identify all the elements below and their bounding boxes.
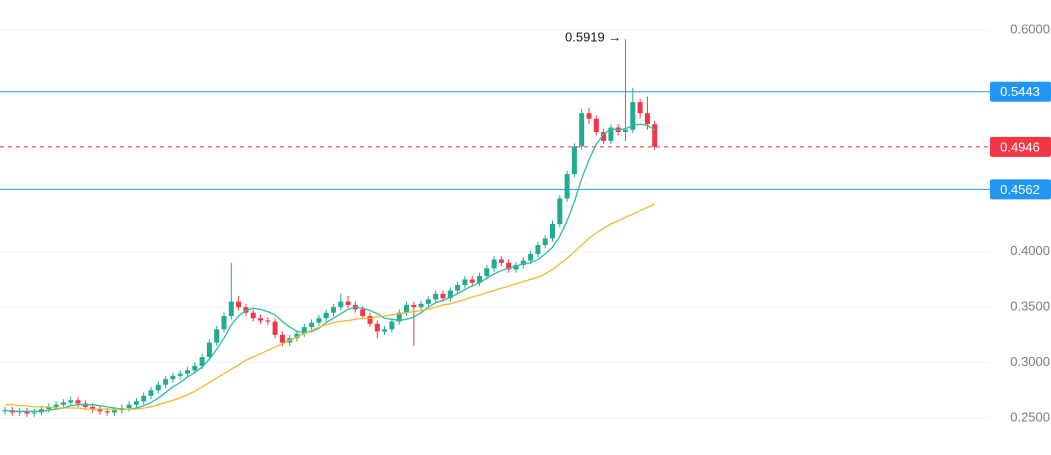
candle-body	[309, 322, 315, 328]
candle-body	[46, 406, 52, 410]
candle-body	[404, 304, 409, 313]
y-tick-label: 0.2500	[1010, 409, 1050, 424]
price-label-box	[990, 81, 1051, 102]
candle-body	[579, 113, 585, 147]
candle-body	[272, 321, 278, 335]
candle-body	[170, 375, 176, 380]
candle-body	[338, 301, 344, 308]
candle-body	[31, 412, 37, 414]
candle-body	[433, 293, 439, 300]
candle-body	[440, 293, 446, 299]
candle-body	[396, 312, 402, 322]
candle-body	[498, 259, 504, 263]
candle-body	[155, 384, 161, 391]
candle-body	[345, 301, 351, 305]
y-tick-label: 0.4000	[1010, 243, 1050, 258]
price-label: 0.5443	[1000, 84, 1040, 99]
price-label-box	[990, 136, 1051, 157]
candle-body	[206, 342, 212, 358]
candle-body	[258, 318, 263, 321]
y-tick-label: 0.3000	[1010, 354, 1050, 369]
candle-body	[294, 333, 300, 339]
candle-body	[279, 334, 285, 343]
candle-body	[571, 146, 577, 175]
candle-body	[564, 174, 570, 199]
candle-body	[185, 370, 190, 374]
candle-body	[177, 373, 183, 376]
candle-body	[141, 395, 147, 402]
candle-body	[90, 406, 96, 410]
candle-body	[425, 299, 431, 304]
candle-body	[97, 409, 103, 412]
candle-body	[469, 279, 475, 283]
candle-body	[316, 318, 322, 323]
candle-body	[447, 290, 453, 299]
candle-body	[601, 132, 607, 141]
candle-body	[542, 238, 548, 246]
candle-body	[644, 113, 650, 125]
candle-body	[637, 102, 643, 114]
candle-body	[623, 129, 628, 133]
candle-body	[418, 303, 424, 308]
candle-body	[112, 410, 117, 413]
candle-body	[214, 329, 220, 343]
candle-body	[75, 400, 81, 404]
candle-body	[411, 304, 417, 308]
candle-body	[133, 401, 139, 405]
y-tick-label: 0.3500	[1010, 299, 1050, 314]
candle-body	[535, 245, 541, 254]
candle-body	[301, 327, 307, 334]
price-label-box	[990, 179, 1051, 200]
candle-body	[484, 268, 490, 277]
candle-body	[331, 307, 336, 313]
candle-body	[608, 127, 614, 141]
candle-body	[199, 357, 205, 366]
candle-body	[148, 390, 154, 396]
candle-body	[323, 312, 329, 319]
candle-body	[520, 260, 526, 266]
candle-body	[265, 320, 271, 322]
candle-body	[593, 118, 599, 133]
candle-body	[652, 124, 658, 147]
candle-body	[557, 198, 563, 225]
candle-body	[360, 309, 366, 317]
candle-body	[250, 312, 256, 319]
candle-body	[374, 323, 380, 332]
candle-body	[367, 316, 373, 324]
candle-body	[126, 404, 132, 409]
candle-body	[163, 379, 169, 385]
candle-body	[477, 276, 482, 283]
candle-body	[528, 253, 534, 261]
candle-body	[24, 411, 30, 414]
candle-body	[192, 365, 198, 371]
moving-average-line	[4, 123, 656, 412]
candle-body	[104, 411, 110, 413]
candle-body	[550, 224, 555, 239]
candle-body	[53, 404, 59, 407]
candle-body	[491, 259, 497, 269]
candle-body	[236, 301, 242, 308]
candle-body	[630, 102, 636, 130]
high-annotation: 0.5919 →	[565, 29, 621, 44]
candle-body	[389, 321, 395, 330]
candle-body	[586, 113, 592, 119]
candle-body	[228, 301, 234, 317]
price-label: 0.4562	[1000, 182, 1040, 197]
candle-body	[60, 402, 66, 405]
candle-body	[513, 265, 519, 270]
candle-body	[382, 329, 388, 332]
moving-average-line	[5, 203, 655, 410]
candle-body	[462, 279, 468, 285]
candle-body	[68, 400, 74, 403]
price-label: 0.4946	[1000, 139, 1040, 154]
y-tick-label: 0.6000	[1010, 21, 1050, 36]
candle-body	[455, 284, 461, 291]
candle-body	[221, 316, 227, 330]
candle-body	[506, 262, 512, 270]
